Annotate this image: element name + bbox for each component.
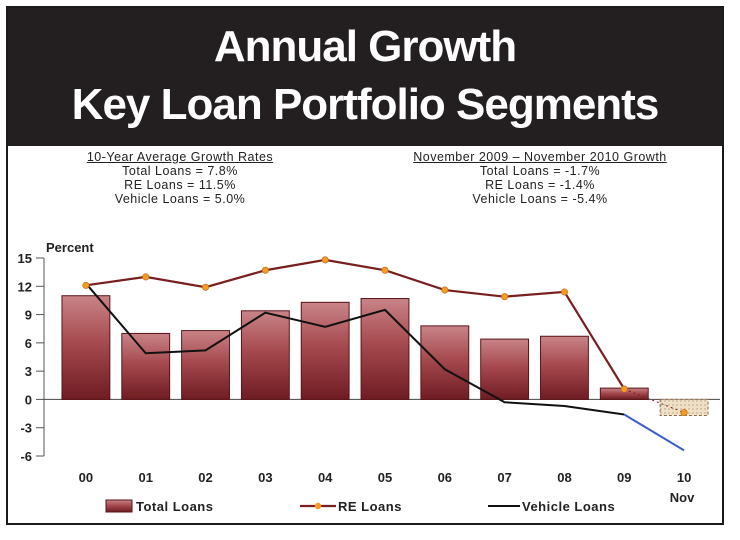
y-tick-label: 12 [18,279,32,294]
avg-growth-line: RE Loans = 11.5% [124,178,236,192]
y-tick-label: -6 [20,449,32,464]
re-loans-point [680,409,688,417]
re-loans-line [85,258,626,390]
recent-growth-heading: November 2009 – November 2010 Growth [413,150,667,164]
chart-frame: Annual Growth Key Loan Portfolio Segment… [6,6,724,525]
x-tick-label: 06 [438,470,452,485]
recent-growth-line: Vehicle Loans = -5.4% [472,192,608,206]
re-loans-point [321,256,329,264]
legend-re-loans-label: RE Loans [338,499,402,514]
vehicle-loans-line [85,282,625,416]
re-loans-line-latest [624,388,685,414]
chart-title-line2: Key Loan Portfolio Segments [71,80,660,129]
recent-growth-line: RE Loans = -1.4% [485,178,595,192]
avg-growth-stats: 10-Year Average Growth Rates Total Loans… [60,150,300,206]
recent-growth-stats: November 2009 – November 2010 Growth Tot… [380,150,700,206]
legend-total-loans-swatch [105,499,133,513]
re-loans-point [82,281,90,289]
re-loans-point [142,273,150,281]
x-tick-label: 10 [677,470,691,485]
y-tick-label: 15 [18,251,32,266]
y-tick-label: -3 [20,421,32,436]
avg-growth-line: Vehicle Loans = 5.0% [114,192,246,206]
re-loans-point [441,286,449,294]
x-tick-label: 09 [617,470,631,485]
legend-re-loans-marker [314,502,322,510]
total-loans-bar [121,332,171,400]
legend-vehicle-loans-label: Vehicle Loans [522,499,615,514]
re-loans-point [202,283,210,291]
y-axis-label: Percent [46,240,94,255]
total-loans-bar [181,330,230,400]
chart-title-line1: Annual Growth [213,22,517,71]
x-tick-label: 04 [318,470,333,485]
recent-growth-line: Total Loans = -1.7% [479,164,601,178]
total-loans-bar [540,335,589,400]
re-loans-point [560,288,568,296]
total-loans-bar [240,310,290,400]
x-tick-label: 02 [198,470,212,485]
x-tick-label: 03 [258,470,272,485]
vehicle-loans-line-latest [623,413,685,452]
avg-growth-line: Total Loans = 7.8% [122,164,238,178]
x-tick-label: 07 [497,470,511,485]
x-tick-label: 08 [557,470,571,485]
chart-header: Annual Growth Key Loan Portfolio Segment… [8,8,722,146]
re-loans-point [261,266,269,274]
x-tick-label: 01 [138,470,152,485]
x-tick-sublabel: Nov [670,490,695,505]
y-tick-label: 3 [25,364,32,379]
total-loans-bar [300,301,350,400]
total-loans-bar [480,338,530,400]
total-loans-bar [420,325,470,400]
re-loans-point [381,266,389,274]
x-tick-label: 05 [378,470,392,485]
total-loans-bar [61,295,111,400]
avg-growth-heading: 10-Year Average Growth Rates [86,150,274,164]
y-tick-label: 0 [25,392,32,407]
y-tick-label: 9 [25,308,32,323]
re-loans-point [620,385,628,393]
legend-total-loans-label: Total Loans [136,499,213,514]
x-tick-label: 00 [79,470,93,485]
y-tick-label: 6 [25,336,32,351]
re-loans-point [501,293,509,301]
